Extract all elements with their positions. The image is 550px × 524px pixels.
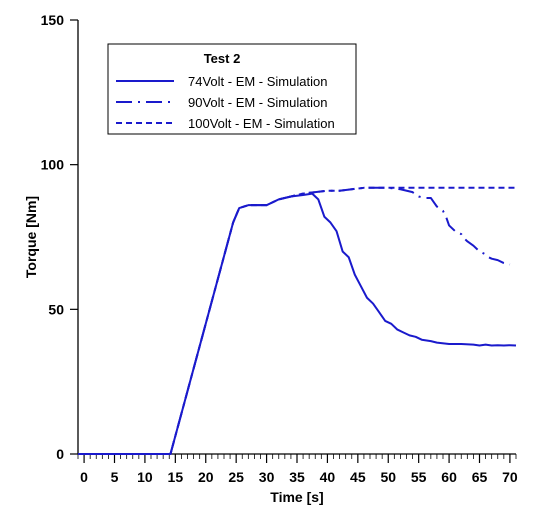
- x-tick-label: 60: [441, 469, 457, 485]
- y-axis-title: Torque [Nm]: [23, 196, 39, 278]
- y-tick-label: 150: [41, 12, 65, 28]
- x-tick-label: 25: [228, 469, 244, 485]
- y-tick-label: 0: [56, 446, 64, 462]
- x-tick-label: 65: [472, 469, 488, 485]
- x-tick-label: 40: [320, 469, 336, 485]
- x-tick-label: 35: [289, 469, 305, 485]
- x-tick-label: 50: [380, 469, 396, 485]
- x-tick-label: 5: [111, 469, 119, 485]
- x-tick-label: 70: [502, 469, 518, 485]
- legend-label-2: 90Volt - EM - Simulation: [188, 95, 327, 110]
- x-tick-label: 30: [259, 469, 275, 485]
- legend-title: Test 2: [204, 51, 241, 66]
- x-tick-label: 55: [411, 469, 427, 485]
- series-line-1: [78, 192, 517, 455]
- x-tick-label: 15: [168, 469, 184, 485]
- x-tick-label: 10: [137, 469, 153, 485]
- x-tick-label: 20: [198, 469, 214, 485]
- legend-label-3: 100Volt - EM - Simulation: [188, 116, 335, 131]
- y-tick-label: 50: [48, 301, 64, 317]
- axes-layer: 0 5 10 15 20 25 30 35 40 45 50 55 60 65 70 0 50 100 150 Tim…: [23, 12, 518, 505]
- series-layer: [78, 186, 517, 455]
- x-tick-label: 0: [80, 469, 88, 485]
- x-axis-title: Time [s]: [270, 489, 323, 505]
- legend-label-1: 74Volt - EM - Simulation: [188, 74, 327, 89]
- x-tick-label: 45: [350, 469, 366, 485]
- y-tick-label: 100: [41, 157, 65, 173]
- legend-box: [107, 43, 357, 135]
- legend: Test 2 74Volt - EM - Simulation 90Volt - E…: [107, 43, 357, 135]
